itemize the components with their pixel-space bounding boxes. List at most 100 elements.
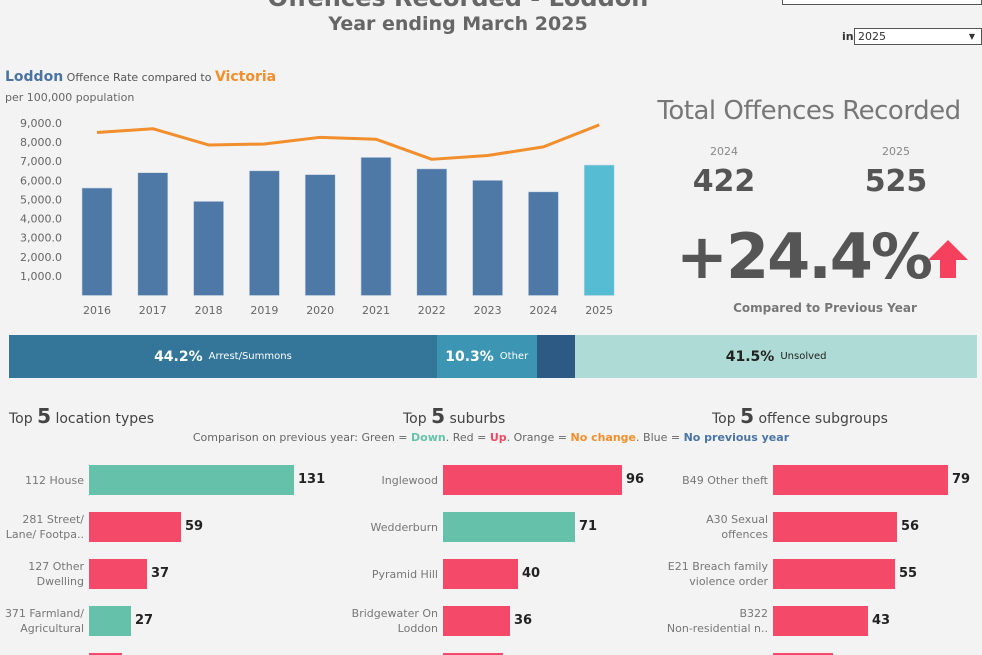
bar-label-line: Lane/ Footpa.. xyxy=(5,528,84,541)
rate-chart-subheading: per 100,000 population xyxy=(5,91,135,104)
bar[interactable] xyxy=(443,465,622,495)
rate-bar-2016[interactable] xyxy=(81,187,113,296)
arrow-up-icon xyxy=(928,240,968,278)
bar-label-line: Agricultural xyxy=(20,622,84,635)
bar-value: 27 xyxy=(135,613,154,628)
rate-bar-2019[interactable] xyxy=(249,170,280,296)
bar-value: 40 xyxy=(522,566,541,581)
bar-label: 281 Street/Lane/ Footpa.. xyxy=(0,512,84,542)
bar[interactable] xyxy=(773,559,895,589)
bar-label: Wedderburn xyxy=(330,520,438,535)
compare-name: Victoria xyxy=(214,69,277,85)
panel-title-location-types: Top 5 location types xyxy=(9,404,154,428)
outcome-label: Unsolved xyxy=(780,351,827,362)
title-n: 5 xyxy=(431,404,445,428)
curr-year-label: 2025 xyxy=(882,145,910,158)
bar-label-line: 112 House xyxy=(25,474,84,487)
bar-label-line: B322 xyxy=(739,607,768,620)
x-tick-label: 2021 xyxy=(362,304,390,317)
outcome-label: Other xyxy=(499,351,529,362)
rate-bar-2020[interactable] xyxy=(304,174,336,296)
x-tick-label: 2019 xyxy=(250,304,278,317)
curr-year-count: 525 xyxy=(864,164,928,199)
rate-bar-2017[interactable] xyxy=(137,172,169,296)
x-tick-label: 2024 xyxy=(529,304,557,317)
legend-no-previous: No previous year xyxy=(683,431,790,444)
bar-label-line: Pyramid Hill xyxy=(371,568,438,581)
bar-value: 71 xyxy=(579,519,598,534)
bar[interactable] xyxy=(773,465,948,495)
x-tick-label: 2016 xyxy=(83,304,111,317)
bar-value: 43 xyxy=(872,613,891,628)
bar-label-line: B49 Other theft xyxy=(682,474,768,487)
search-input[interactable] xyxy=(782,0,982,5)
bar[interactable] xyxy=(773,512,897,542)
outcome-percent: 44.2% xyxy=(154,348,203,365)
color-legend: Comparison on previous year: Green = Dow… xyxy=(0,431,982,444)
bar-label: Inglewood xyxy=(330,473,438,488)
title-pre: Top xyxy=(712,411,741,427)
rate-bar-2024[interactable] xyxy=(528,191,559,296)
percent-change: +24.4% xyxy=(676,220,933,293)
panel-title-offence-subgroups: Top 5 offence subgroups xyxy=(712,404,888,428)
offence-rate-chart: 9,000.0 8,000.0 7,000.0 6,000.0 5,000.0 4,000… xyxy=(20,117,615,317)
legend-no-change: No change xyxy=(570,431,637,444)
x-tick-label: 2017 xyxy=(139,304,167,317)
y-tick-label: 8,000.0 xyxy=(20,136,62,149)
bar-label: 127 Other Dwelling xyxy=(0,559,84,589)
y-tick-label: 4,000.0 xyxy=(20,213,62,226)
bar[interactable] xyxy=(89,559,147,589)
bar-label-line: Bridgewater On xyxy=(351,607,438,620)
bar-value: 56 xyxy=(901,519,920,534)
legend-text: Comparison on previous year: Green = xyxy=(192,431,412,444)
bar[interactable] xyxy=(89,653,122,655)
rate-bar-2023[interactable] xyxy=(472,180,503,296)
heading-mid: Offence Rate compared to xyxy=(66,71,212,84)
bar[interactable] xyxy=(773,606,868,636)
title-post: location types xyxy=(51,411,155,427)
bar-label: A30 Sexual offences xyxy=(655,512,768,542)
y-tick-label: 5,000.0 xyxy=(20,193,62,206)
bar[interactable] xyxy=(443,559,518,589)
legend-text: . Orange = xyxy=(506,431,571,444)
y-tick-label: 3,000.0 xyxy=(20,232,62,245)
rate-chart-heading: Loddon Offence Rate compared to Victoria xyxy=(5,69,276,85)
chevron-down-icon: ▼ xyxy=(968,32,975,41)
rate-bar-2018[interactable] xyxy=(193,201,224,296)
outcome-segment[interactable]: 41.5% Unsolved xyxy=(575,335,977,378)
bar-label: 112 House xyxy=(0,473,84,488)
area-name: Loddon xyxy=(5,69,64,85)
bar[interactable] xyxy=(89,606,131,636)
outcome-segment[interactable] xyxy=(536,335,576,378)
bar[interactable] xyxy=(443,653,503,655)
bar-label-line: 371 Farmland/ xyxy=(4,607,84,620)
rate-bar-2025[interactable] xyxy=(583,164,615,296)
legend-up: Up xyxy=(489,431,507,444)
outcome-segment[interactable]: 10.3% Other xyxy=(436,335,537,378)
bar-label: Bridgewater On Loddon xyxy=(330,606,438,636)
bar[interactable] xyxy=(443,606,510,636)
x-tick-label: 2018 xyxy=(195,304,223,317)
rate-bar-2021[interactable] xyxy=(360,157,392,296)
bar-label-line: E21 Breach family xyxy=(667,560,768,573)
rate-bar-2022[interactable] xyxy=(416,168,448,296)
bar[interactable] xyxy=(773,653,833,655)
outcome-label: Arrest/Summons xyxy=(208,351,292,362)
victoria-rate-line[interactable] xyxy=(96,123,600,161)
title-post: suburbs xyxy=(445,411,506,427)
bar-label-line: Non-residential n.. xyxy=(666,622,768,635)
bar[interactable] xyxy=(89,512,181,542)
panel-title-suburbs: Top 5 suburbs xyxy=(403,404,505,428)
year-filter-select[interactable]: 2025 ▼ xyxy=(854,28,982,45)
y-tick-label: 7,000.0 xyxy=(20,155,62,168)
bar[interactable] xyxy=(89,465,294,495)
x-tick-label: 2023 xyxy=(474,304,502,317)
compared-label: Compared to Previous Year xyxy=(733,301,917,315)
bar-value: 59 xyxy=(185,519,204,534)
bar-label: B49 Other theft xyxy=(655,473,768,488)
prev-year-count: 422 xyxy=(692,164,756,199)
bar[interactable] xyxy=(443,512,575,542)
bar-label-line: Inglewood xyxy=(381,474,438,487)
outcome-segment[interactable]: 44.2% Arrest/Summons xyxy=(9,335,437,378)
dashboard-subtitle: Year ending March 2025 xyxy=(328,13,588,35)
